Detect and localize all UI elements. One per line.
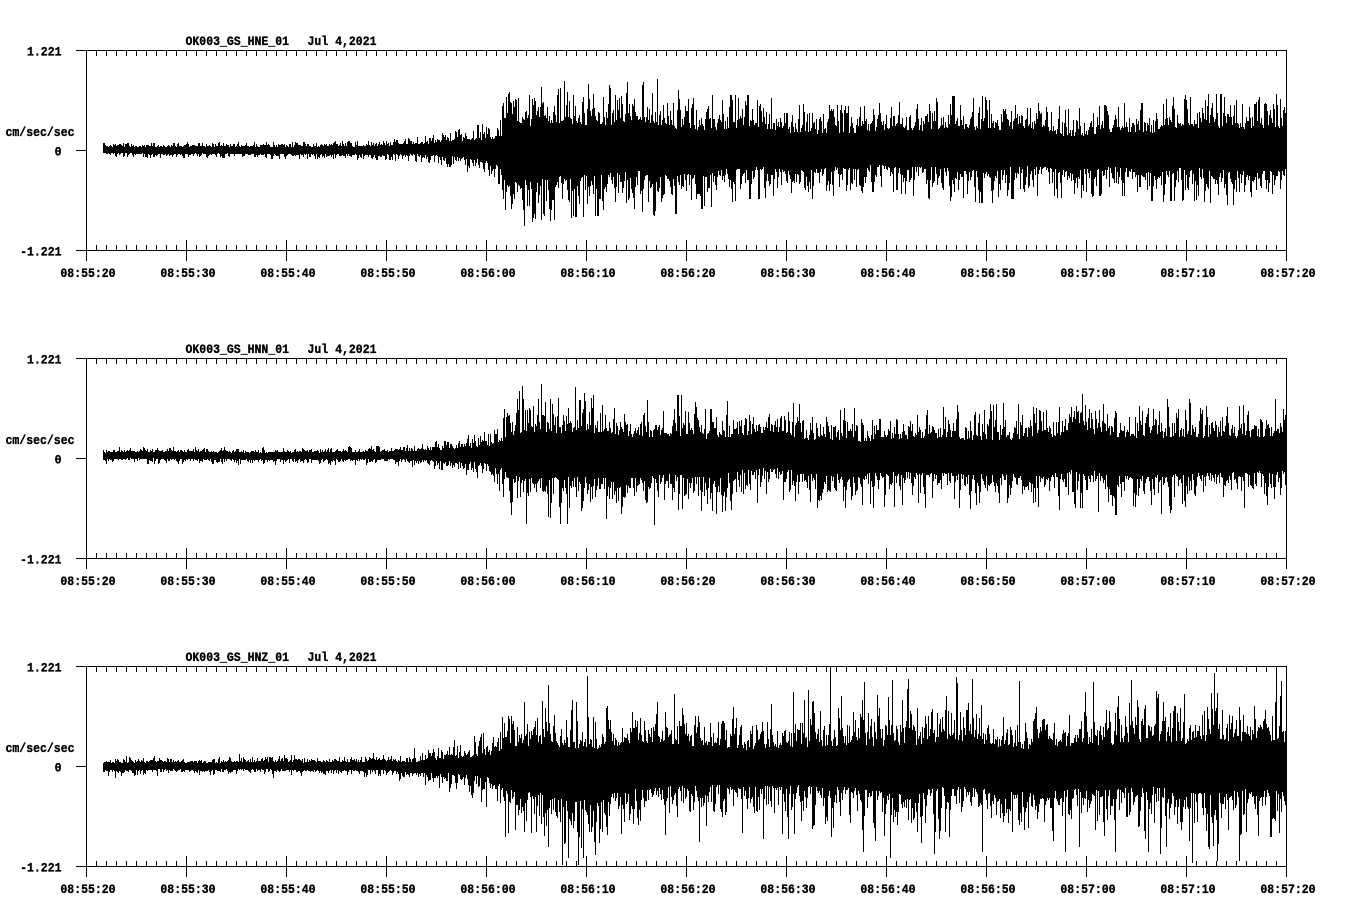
svg-text:08:55:50: 08:55:50	[360, 266, 415, 281]
svg-text:08:57:10: 08:57:10	[1160, 266, 1215, 281]
svg-text:cm/sec/sec: cm/sec/sec	[6, 433, 75, 448]
svg-text:08:56:10: 08:56:10	[560, 266, 615, 281]
svg-text:08:57:00: 08:57:00	[1060, 266, 1115, 281]
svg-text:08:55:50: 08:55:50	[360, 574, 415, 589]
svg-text:08:56:20: 08:56:20	[660, 574, 715, 589]
svg-text:08:55:40: 08:55:40	[260, 574, 315, 589]
svg-text:08:56:50: 08:56:50	[960, 266, 1015, 281]
svg-text:08:57:10: 08:57:10	[1160, 574, 1215, 589]
svg-text:0: 0	[55, 145, 62, 160]
svg-text:08:56:00: 08:56:00	[460, 266, 515, 281]
svg-text:08:55:40: 08:55:40	[260, 266, 315, 281]
svg-text:Jul 4,2021: Jul 4,2021	[308, 650, 377, 665]
svg-text:OK003_GS_HNE_01: OK003_GS_HNE_01	[186, 34, 290, 49]
svg-text:1.221: 1.221	[27, 353, 62, 368]
svg-text:08:55:20: 08:55:20	[60, 882, 115, 897]
svg-text:1.221: 1.221	[27, 661, 62, 676]
svg-text:08:55:20: 08:55:20	[60, 266, 115, 281]
svg-text:08:55:20: 08:55:20	[60, 574, 115, 589]
svg-text:08:57:10: 08:57:10	[1160, 882, 1215, 897]
svg-text:08:57:00: 08:57:00	[1060, 574, 1115, 589]
svg-text:08:56:10: 08:56:10	[560, 882, 615, 897]
svg-text:08:57:00: 08:57:00	[1060, 882, 1115, 897]
svg-text:1.221: 1.221	[27, 45, 62, 60]
svg-text:08:56:30: 08:56:30	[760, 882, 815, 897]
svg-text:08:56:20: 08:56:20	[660, 266, 715, 281]
svg-text:08:56:40: 08:56:40	[860, 882, 915, 897]
svg-text:08:56:30: 08:56:30	[760, 266, 815, 281]
svg-text:08:56:10: 08:56:10	[560, 574, 615, 589]
svg-text:cm/sec/sec: cm/sec/sec	[6, 125, 75, 140]
svg-text:Jul 4,2021: Jul 4,2021	[308, 342, 377, 357]
svg-text:OK003_GS_HNN_01: OK003_GS_HNN_01	[186, 342, 290, 357]
svg-text:08:56:30: 08:56:30	[760, 574, 815, 589]
svg-text:0: 0	[55, 453, 62, 468]
svg-text:08:57:20: 08:57:20	[1260, 882, 1315, 897]
svg-text:-1.221: -1.221	[20, 245, 62, 260]
svg-text:08:55:30: 08:55:30	[160, 882, 215, 897]
svg-text:08:56:00: 08:56:00	[460, 882, 515, 897]
svg-text:-1.221: -1.221	[20, 553, 62, 568]
svg-text:08:56:40: 08:56:40	[860, 574, 915, 589]
svg-text:Jul 4,2021: Jul 4,2021	[308, 34, 377, 49]
svg-text:08:56:20: 08:56:20	[660, 882, 715, 897]
svg-text:08:55:40: 08:55:40	[260, 882, 315, 897]
svg-text:08:56:50: 08:56:50	[960, 882, 1015, 897]
svg-text:08:57:20: 08:57:20	[1260, 574, 1315, 589]
svg-text:08:56:40: 08:56:40	[860, 266, 915, 281]
svg-text:08:55:30: 08:55:30	[160, 574, 215, 589]
svg-text:-1.221: -1.221	[20, 861, 62, 876]
svg-text:08:55:50: 08:55:50	[360, 882, 415, 897]
svg-text:cm/sec/sec: cm/sec/sec	[6, 741, 75, 756]
svg-text:08:56:00: 08:56:00	[460, 574, 515, 589]
svg-text:08:55:30: 08:55:30	[160, 266, 215, 281]
svg-text:OK003_GS_HNZ_01: OK003_GS_HNZ_01	[186, 650, 290, 665]
svg-text:08:56:50: 08:56:50	[960, 574, 1015, 589]
svg-text:0: 0	[55, 761, 62, 776]
svg-text:08:57:20: 08:57:20	[1260, 266, 1315, 281]
